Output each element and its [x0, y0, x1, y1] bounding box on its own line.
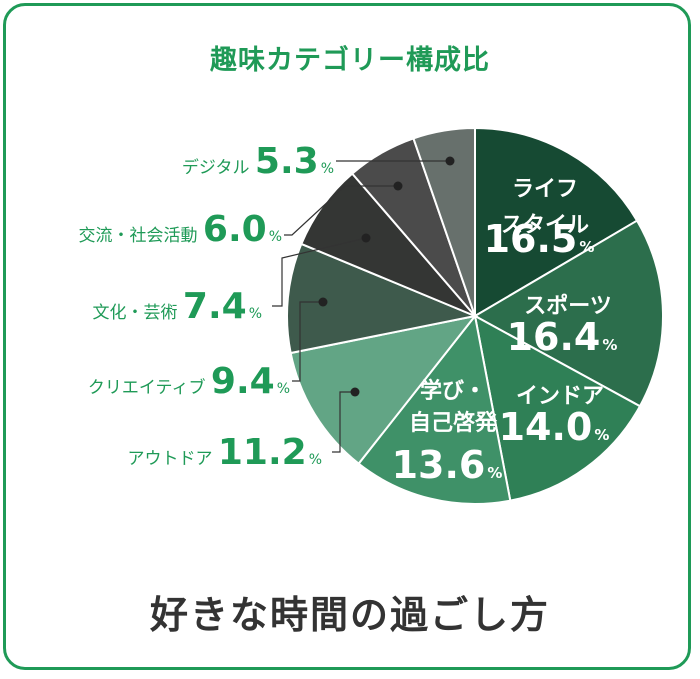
slice-value: 13.6% [392, 443, 503, 487]
leader-line [292, 301, 323, 382]
slice-label: スタイル [501, 213, 589, 238]
slice-value: 14.0% [499, 405, 610, 449]
category-name: デジタル [182, 157, 255, 178]
slice-value-number: 14.0 [499, 405, 593, 449]
slice-value-number: 16.4 [507, 315, 601, 359]
category-value: 9.4 [211, 361, 275, 402]
leader-line [332, 391, 355, 453]
pie-slice [289, 314, 478, 466]
leader-line [272, 237, 367, 307]
outside-label: デジタル 5.3% [182, 141, 334, 182]
slice-value-unit: % [594, 426, 609, 444]
slice-value-number: 13.6 [392, 443, 486, 487]
category-unit: % [269, 229, 282, 245]
slice-label: スポーツ [524, 293, 612, 319]
outside-label: 交流・社会活動 6.0% [79, 209, 283, 250]
slice-value-unit: % [487, 464, 502, 482]
category-unit: % [321, 161, 334, 177]
pie-slice [412, 126, 476, 317]
slice-value-unit: % [579, 238, 594, 256]
slice-label: 自己啓発 [409, 410, 498, 436]
slice-value: 16.4% [507, 315, 618, 359]
pie-slice [473, 314, 642, 502]
category-name: クリエイティブ [88, 377, 211, 398]
chart-title: 趣味カテゴリー構成比 [210, 45, 490, 76]
pie-slice [472, 219, 664, 408]
slice-value: 16.5% [484, 217, 595, 261]
category-value: 5.3 [255, 141, 319, 182]
slice-value-unit: % [602, 336, 617, 354]
slice-label: インドア [516, 384, 604, 409]
category-value: 7.4 [183, 286, 247, 327]
leader-line [284, 185, 398, 236]
category-unit: % [277, 381, 290, 397]
category-unit: % [249, 306, 262, 322]
category-value: 11.2 [218, 432, 307, 473]
pie-slice [286, 242, 479, 355]
slice-label: ライフ [512, 177, 578, 202]
leader-dot [318, 297, 328, 307]
leader-dot [393, 181, 403, 191]
leader-dot [350, 387, 360, 397]
category-unit: % [309, 452, 322, 468]
pie-slice [474, 126, 639, 318]
category-value: 6.0 [203, 209, 267, 250]
category-name: 文化・芸術 [93, 303, 183, 323]
outside-label: アウトドア 11.2% [127, 432, 322, 473]
leader-dot [361, 233, 371, 243]
outside-label: 文化・芸術 7.4% [93, 286, 263, 327]
leader-dot [445, 156, 455, 166]
slice-value-number: 16.5 [484, 217, 578, 261]
outside-label: クリエイティブ 9.4% [88, 361, 290, 402]
subtitle: 好きな時間の過ごし方 [149, 593, 550, 637]
category-name: アウトドア [127, 449, 217, 469]
pie-slice [357, 313, 512, 505]
category-name: 交流・社会活動 [79, 226, 203, 246]
slice-label: 学び・ [420, 378, 486, 404]
